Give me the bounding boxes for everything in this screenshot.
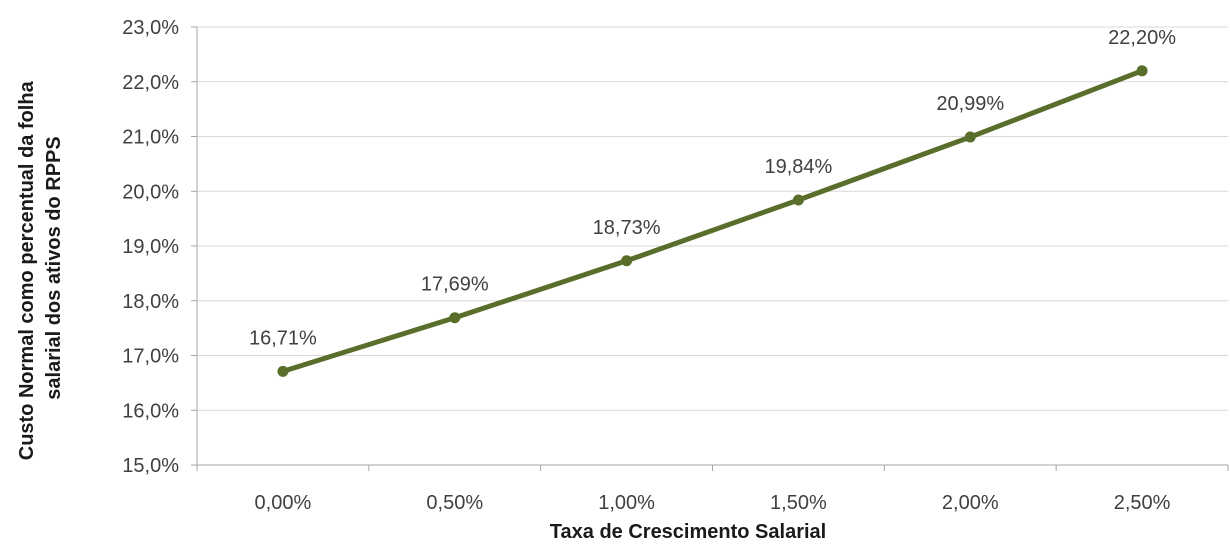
axes (191, 26, 1229, 471)
y-tick-label: 16,0% (122, 400, 179, 422)
data-label: 17,69% (421, 274, 489, 296)
data-label: 22,20% (1108, 27, 1176, 49)
y-tick-labels: 15,0% 16,0% 17,0% 18,0% 19,0% 20,0% 21,0% 22,0%… (122, 17, 179, 477)
x-tick-label: 0,50% (426, 492, 483, 514)
data-point (964, 131, 976, 143)
x-tick-label: 1,00% (598, 492, 655, 514)
data-point (792, 194, 804, 206)
y-tick-label: 15,0% (122, 455, 179, 477)
y-tick-label: 18,0% (122, 291, 179, 313)
y-tick-label: 17,0% (122, 346, 179, 368)
data-label: 18,73% (593, 217, 661, 239)
y-axis-title-line-1: Custo Normal como percentual da folha (16, 80, 38, 460)
x-tick-label: 2,50% (1114, 492, 1171, 514)
x-tick-label: 0,00% (255, 492, 312, 514)
data-point (449, 312, 461, 324)
y-axis-title: Custo Normal como percentual da folha sa… (16, 76, 65, 461)
data-labels: 16,71% 17,69% 18,73% 19,84% 20,99% 22,20% (249, 27, 1176, 350)
y-tick-label: 21,0% (122, 127, 179, 149)
data-point (277, 365, 289, 377)
x-tick-label: 2,00% (942, 492, 999, 514)
y-axis-title-line-2: salarial dos ativos do RPPS (43, 136, 65, 399)
y-tick-label: 19,0% (122, 236, 179, 258)
data-label: 19,84% (764, 156, 832, 178)
y-tick-label: 20,0% (122, 181, 179, 203)
x-axis-title: Taxa de Crescimento Salarial (550, 521, 826, 543)
series-line (277, 65, 1148, 377)
x-tick-label: 1,50% (770, 492, 827, 514)
gridlines (197, 26, 1228, 411)
x-tick-labels: 0,00% 0,50% 1,00% 1,50% 2,00% 2,50% (255, 492, 1171, 514)
y-tick-label: 23,0% (122, 17, 179, 39)
series-line-path (280, 68, 1145, 374)
data-point (621, 255, 633, 267)
data-label: 16,71% (249, 327, 317, 349)
data-point (1136, 65, 1148, 77)
y-tick-label: 22,0% (122, 72, 179, 94)
data-label: 20,99% (936, 93, 1004, 115)
